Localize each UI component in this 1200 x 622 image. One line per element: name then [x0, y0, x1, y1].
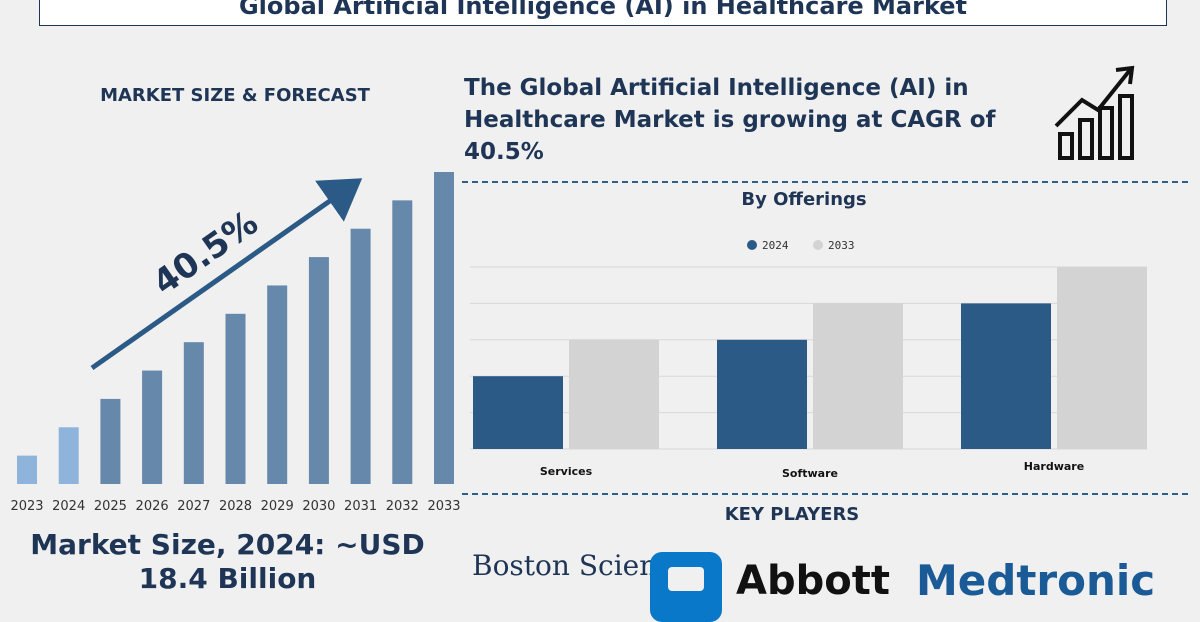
forecast-bar-2024 [58, 427, 79, 484]
forecast-tick-label: 2031 [344, 499, 377, 514]
title-banner: Global Artificial Intelligence (AI) in H… [39, 0, 1167, 26]
forecast-bar-2033 [434, 172, 454, 484]
forecast-tick-label: 2024 [52, 499, 85, 514]
offering-category-label: Hardware [1024, 460, 1084, 473]
forecast-tick-label: 2032 [386, 499, 419, 514]
forecast-tick-label: 2028 [219, 499, 252, 514]
market-forecast-chart: 2023 2024 2025 2026 2027 2028 2029 2030 2031 2032… [10, 172, 460, 514]
legend-marker-2033 [813, 240, 823, 250]
forecast-bar-2032 [392, 200, 413, 484]
forecast-bar-2027 [183, 342, 204, 484]
offering-bar-services-2033 [569, 339, 659, 449]
forecast-bar-2031 [350, 228, 371, 484]
key-players-heading: KEY PLAYERS [724, 504, 860, 525]
forecast-bar-2025 [100, 398, 121, 484]
forecast-tick-label: 2030 [302, 499, 335, 514]
forecast-bar-2023 [17, 455, 37, 484]
offerings-heading: By Offerings [741, 189, 867, 210]
growth-chart-icon [1054, 65, 1135, 160]
legend-label-2033: 2033 [828, 239, 855, 252]
offering-bar-software-2033 [813, 303, 903, 449]
offering-bar-services-2024 [473, 376, 563, 449]
offering-category-label: Services [540, 465, 593, 478]
market-size-heading: MARKET SIZE & FORECAST [100, 85, 370, 106]
legend-marker-2024 [747, 240, 757, 250]
forecast-tick-label: 2027 [177, 499, 210, 514]
forecast-bar-2029 [267, 285, 288, 484]
forecast-tick-label: 2026 [136, 499, 169, 514]
legend-label-2024: 2024 [762, 239, 789, 252]
abbott-logo-icon [650, 552, 722, 622]
forecast-bar-2026 [142, 370, 163, 484]
offering-bar-hardware-2024 [961, 303, 1051, 449]
forecast-tick-label: 2029 [261, 499, 294, 514]
forecast-tick-label: 2033 [427, 499, 460, 514]
medtronic-logo: Medtronic [916, 556, 1156, 605]
abbott-logo: Abbott [736, 558, 890, 604]
forecast-tick-label: 2025 [94, 499, 127, 514]
forecast-tick-label: 2023 [10, 499, 43, 514]
forecast-bar-2028 [225, 313, 246, 484]
growth-arrow [90, 178, 363, 371]
market-size-value: Market Size, 2024: ~USD 18.4 Billion [30, 528, 425, 595]
forecast-bar-2030 [308, 257, 329, 484]
offerings-chart: 2024 2033 Services Software Hardware [470, 239, 1147, 480]
offering-category-label: Software [782, 467, 838, 480]
cagr-statement: The Global Artificial Intelligence (AI) … [464, 75, 996, 165]
offering-bar-software-2024 [717, 339, 807, 449]
offering-bar-hardware-2033 [1057, 267, 1147, 449]
section-divider [462, 181, 1188, 183]
page-title: Global Artificial Intelligence (AI) in H… [238, 0, 968, 20]
section-divider [462, 493, 1188, 495]
